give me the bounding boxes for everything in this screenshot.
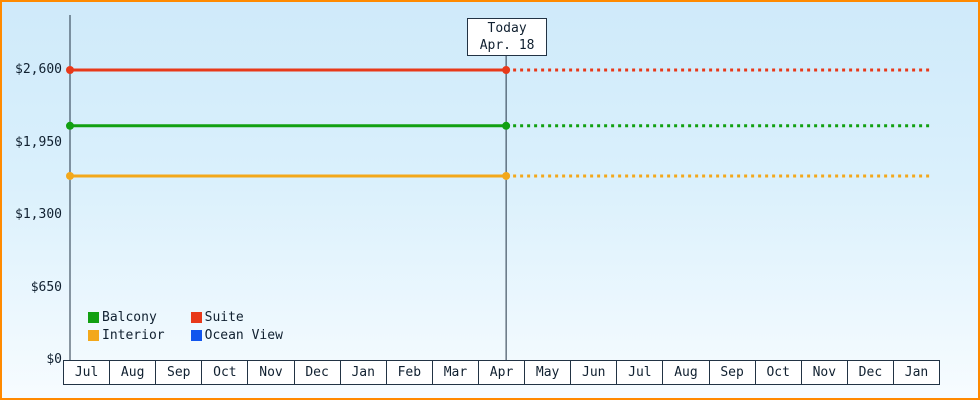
x-axis-month-cell: Oct	[754, 360, 802, 385]
x-axis-month-cell: Apr	[477, 360, 526, 385]
x-axis-month-cell: Sep	[708, 360, 756, 385]
x-axis-month-cell: Nov	[247, 360, 295, 385]
legend-swatch-icon	[190, 330, 202, 341]
legend-item-interior: Interior	[88, 328, 165, 343]
chart-legend: Balcony Suite Interior Ocean View	[88, 310, 283, 343]
series-today-dot-interior	[502, 171, 511, 180]
series-start-dot-interior	[66, 171, 74, 180]
y-axis-tick-label: $1,300	[15, 207, 62, 222]
legend-label: Interior	[102, 328, 165, 343]
x-axis-month-cell: Oct	[201, 360, 249, 385]
x-axis-month-cell: Jun	[570, 360, 618, 385]
legend-swatch-icon	[190, 312, 202, 323]
today-flag-title: Today	[487, 21, 527, 36]
series-start-dot-suite	[66, 66, 74, 74]
x-axis-month-cell: May	[524, 360, 572, 385]
x-axis-month-cell: Jul	[63, 360, 111, 385]
y-axis-tick-label: $2,600	[15, 62, 62, 77]
legend-label: Suite	[204, 310, 244, 325]
x-axis-month-cell: Aug	[662, 360, 710, 385]
x-axis-month-cell: Dec	[293, 360, 341, 385]
y-axis-tick-label: $0	[46, 352, 62, 367]
legend-label: Balcony	[102, 310, 157, 325]
x-axis-month-cell: Nov	[800, 360, 848, 385]
legend-item-suite: Suite	[190, 310, 283, 325]
today-flag-date: Apr. 18	[479, 38, 535, 53]
y-axis-tick-label: $650	[30, 279, 62, 295]
today-flag: Today Apr. 18	[467, 18, 548, 56]
x-axis-month-cell: Jan	[339, 360, 387, 385]
x-axis: Jul Aug Sep Oct Nov Dec Jan Feb Mar Apr May Jun Jul A…	[63, 360, 941, 385]
x-axis-month-cell: Jul	[616, 360, 664, 385]
series-today-dot-balcony	[502, 121, 511, 130]
x-axis-month-cell: Dec	[846, 360, 894, 385]
series-today-dot-suite	[502, 66, 511, 74]
y-axis-tick-label: $1,950	[15, 134, 62, 150]
legend-swatch-icon	[88, 312, 99, 323]
x-axis-month-cell: Feb	[385, 360, 433, 385]
legend-item-ocean-view: Ocean View	[190, 328, 283, 343]
x-axis-month-cell: Jan	[892, 360, 941, 385]
legend-item-balcony: Balcony	[88, 310, 165, 325]
x-axis-month-cell: Mar	[431, 360, 479, 385]
x-axis-month-cell: Sep	[155, 360, 203, 385]
legend-label: Ocean View	[204, 328, 283, 343]
legend-swatch-icon	[88, 330, 99, 341]
x-axis-month-cell: Aug	[109, 360, 157, 385]
series-start-dot-balcony	[66, 121, 74, 130]
